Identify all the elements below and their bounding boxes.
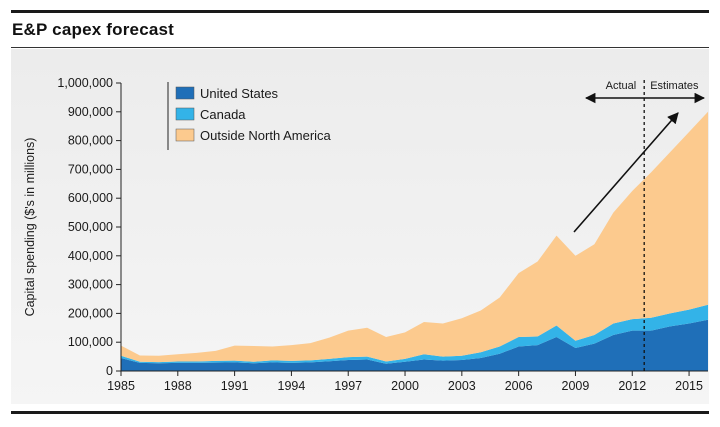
x-tick-label: 1988 — [164, 379, 192, 393]
x-tick-label: 1991 — [221, 379, 249, 393]
y-tick-label: 200,000 — [68, 306, 113, 320]
series-area-outside-north-america — [121, 111, 708, 363]
x-tick-label: 2006 — [505, 379, 533, 393]
x-tick-label: 1997 — [334, 379, 362, 393]
y-tick-label: 400,000 — [68, 249, 113, 263]
x-tick-label: 2003 — [448, 379, 476, 393]
x-tick-label: 2000 — [391, 379, 419, 393]
y-tick-label: 300,000 — [68, 278, 113, 292]
y-tick-label: 700,000 — [68, 162, 113, 176]
phase-annotation: Actual Estimates — [573, 80, 706, 371]
y-tick-label: 0 — [106, 364, 113, 378]
y-axis-title: Capital spending ($'s in millions) — [23, 138, 37, 317]
axes: 0 100,000 200,000 300,000 400,000 500,000 600,… — [23, 76, 708, 393]
actual-label: Actual — [606, 80, 637, 92]
legend-label: Canada — [200, 107, 246, 122]
x-tick-label: 2009 — [562, 379, 590, 393]
title-divider — [11, 47, 709, 48]
x-tick-label: 1985 — [107, 379, 135, 393]
y-tick-label: 900,000 — [68, 105, 113, 119]
x-tick-label: 1994 — [278, 379, 306, 393]
series-area-united-states — [121, 319, 708, 371]
y-tick-label: 100,000 — [68, 335, 113, 349]
estimates-label: Estimates — [650, 80, 699, 92]
legend-swatch — [175, 128, 195, 142]
y-tick-label: 600,000 — [68, 191, 113, 205]
legend-label: Outside North America — [200, 128, 332, 143]
legend-swatch — [175, 86, 195, 100]
top-rule — [11, 10, 709, 13]
legend-swatch — [175, 107, 195, 121]
legend: United States Canada Outside North America — [167, 82, 332, 150]
y-tick-label: 800,000 — [68, 134, 113, 148]
y-tick-label: 1,000,000 — [57, 76, 113, 90]
chart-title: E&P capex forecast — [12, 20, 175, 39]
x-tick-label: 2015 — [675, 379, 703, 393]
growth-trend-arrow — [573, 112, 679, 233]
y-tick-label: 500,000 — [68, 220, 113, 234]
x-tick-label: 2012 — [618, 379, 646, 393]
legend-label: United States — [200, 86, 279, 101]
area-layers — [121, 111, 708, 371]
bottom-rule — [11, 411, 709, 414]
